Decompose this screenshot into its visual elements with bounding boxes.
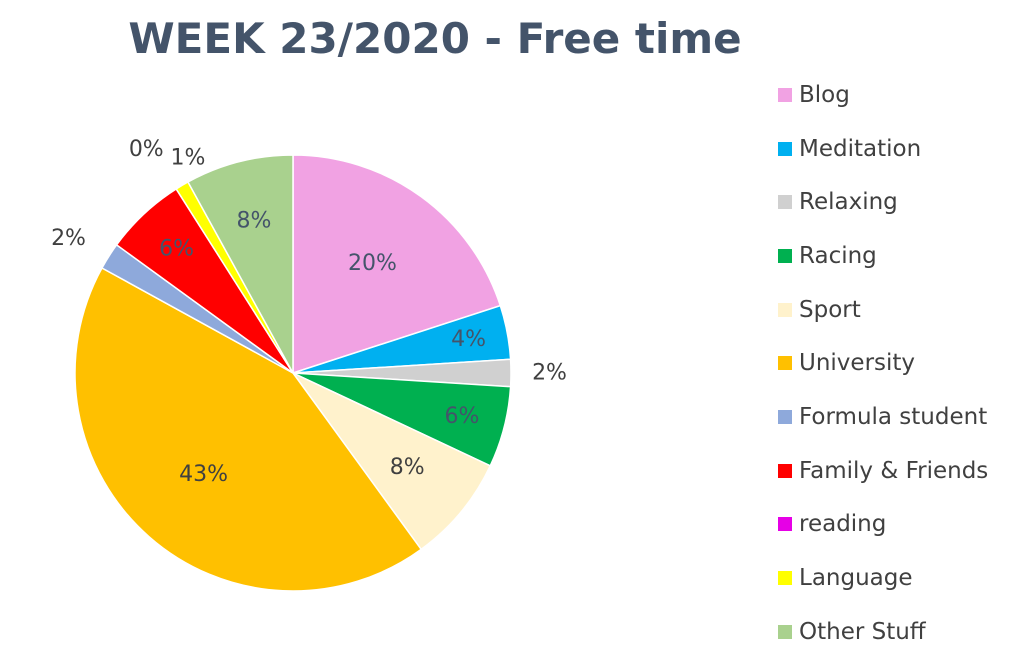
legend-item-family-friends: Family & Friends — [778, 444, 1018, 498]
extra-slice-label-0: 1% — [171, 146, 206, 171]
legend-swatch-family-friends — [778, 463, 792, 478]
slice-label-racing: 6% — [444, 404, 479, 429]
legend-label-language: Language — [799, 565, 913, 592]
slice-label-university: 43% — [179, 462, 228, 487]
legend-item-reading: reading — [778, 498, 1018, 552]
legend-label-relaxing: Relaxing — [799, 189, 898, 216]
legend-item-language: Language — [778, 551, 1018, 605]
legend-label-blog: Blog — [799, 81, 850, 108]
slice-label-sport: 8% — [390, 455, 425, 480]
legend-label-family-friends: Family & Friends — [799, 457, 989, 484]
pie-slice-other-stuff — [186, 154, 294, 374]
legend-item-relaxing: Relaxing — [778, 175, 1018, 229]
legend-label-formula-student: Formula student — [799, 403, 988, 430]
legend-item-blog: Blog — [778, 68, 1018, 122]
slice-label-other-stuff: 8% — [237, 208, 272, 233]
legend-label-sport: Sport — [799, 296, 861, 323]
slice-label-blog: 20% — [348, 251, 397, 276]
legend-item-meditation: Meditation — [778, 122, 1018, 176]
legend-item-university: University — [778, 336, 1018, 390]
legend-label-reading: reading — [799, 511, 887, 538]
legend-swatch-meditation — [778, 141, 792, 156]
legend-swatch-relaxing — [778, 195, 792, 210]
legend-label-other-stuff: Other Stuff — [799, 618, 926, 645]
legend-item-other-stuff: Other Stuff — [778, 605, 1018, 649]
pie-slice-university — [74, 266, 423, 592]
pie-slice-sport — [292, 372, 492, 551]
legend: Blog Meditation Relaxing Racing Sport Univers… — [778, 68, 1018, 649]
legend-label-university: University — [799, 350, 916, 377]
chart-title: WEEK 23/2020 - Free time — [128, 14, 742, 63]
slice-label-relaxing: 2% — [532, 361, 567, 386]
legend-swatch-blog — [778, 87, 792, 102]
legend-swatch-racing — [778, 248, 792, 263]
legend-item-racing: Racing — [778, 229, 1018, 283]
pie-slice-blog — [292, 154, 502, 375]
legend-swatch-university — [778, 356, 792, 371]
slice-label-meditation: 4% — [451, 327, 486, 352]
legend-swatch-formula-student — [778, 409, 792, 424]
slice-label-family-friends: 6% — [159, 237, 194, 262]
legend-item-sport: Sport — [778, 283, 1018, 337]
slice-label-language: 0% — [129, 137, 164, 162]
legend-label-racing: Racing — [799, 242, 877, 269]
legend-label-meditation: Meditation — [799, 135, 922, 162]
legend-swatch-sport — [778, 302, 792, 317]
pie-chart: 20% 4% 2% 6% 8% 43% 2% 6% 0% 8% 1% — [51, 137, 567, 592]
slice-label-formula-student: 2% — [51, 226, 86, 251]
legend-item-formula-student: Formula student — [778, 390, 1018, 444]
legend-swatch-reading — [778, 517, 792, 532]
legend-swatch-other-stuff — [778, 624, 792, 639]
legend-swatch-language — [778, 571, 792, 586]
